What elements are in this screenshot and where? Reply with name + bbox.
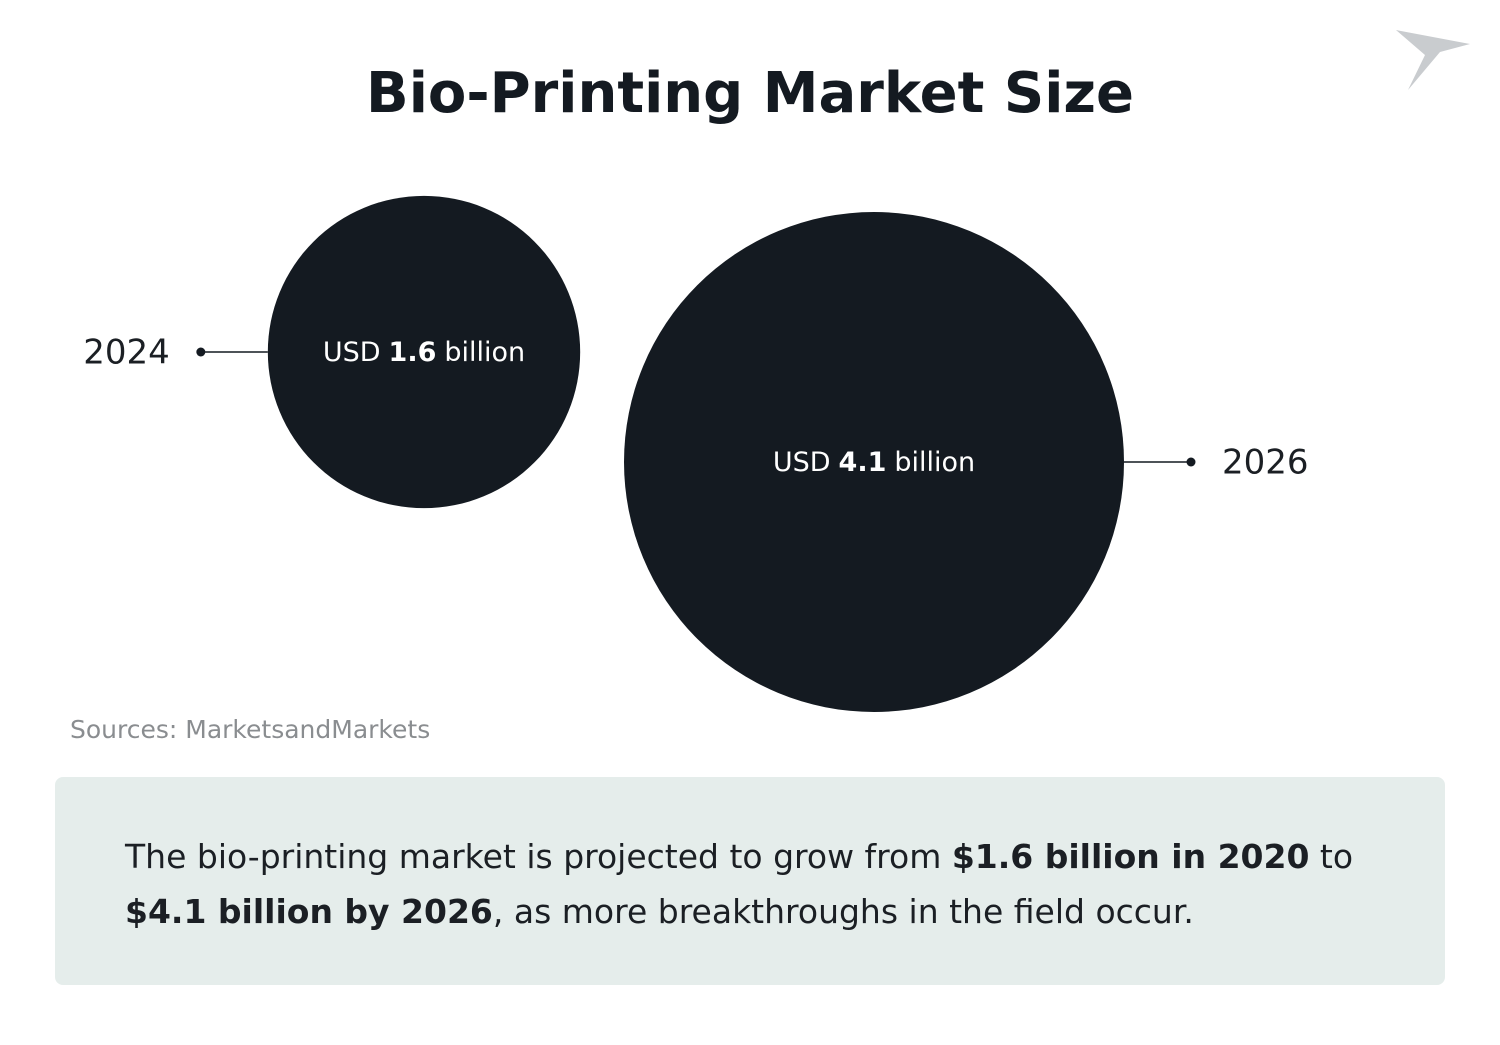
- bubble: [267, 195, 581, 509]
- value-suffix: billion: [894, 447, 975, 478]
- note-highlight: $4.1 billion by 2026: [125, 892, 493, 931]
- note-text: to: [1309, 837, 1354, 876]
- connector-dot: [1186, 457, 1196, 467]
- chart-title: Bio-Printing Market Size: [366, 61, 1134, 126]
- value-label: USD 1.6 billion: [323, 337, 525, 368]
- value-number: 4.1: [839, 447, 887, 478]
- note-highlight: $1.6 billion in 2020: [951, 837, 1310, 876]
- connector-dot: [196, 347, 206, 357]
- value-number: 1.6: [389, 337, 437, 368]
- category-label: 2026: [1222, 443, 1309, 483]
- value-prefix: USD: [323, 337, 381, 368]
- value-suffix: billion: [444, 337, 525, 368]
- source: Sources: MarketsandMarkets: [70, 715, 430, 744]
- chart: Bio-Printing Market Size Sources: Market…: [70, 30, 1470, 744]
- bubble: [624, 212, 1124, 712]
- note: The bio-printing market is projected to …: [55, 777, 1445, 985]
- category-label: 2024: [83, 333, 170, 373]
- note-text: The bio-printing market is projected to …: [125, 837, 952, 876]
- value-prefix: USD: [773, 447, 831, 478]
- note-text: , as more breakthroughs in the field occ…: [492, 892, 1194, 931]
- logo: [1396, 30, 1470, 90]
- value-label: USD 4.1 billion: [773, 447, 975, 478]
